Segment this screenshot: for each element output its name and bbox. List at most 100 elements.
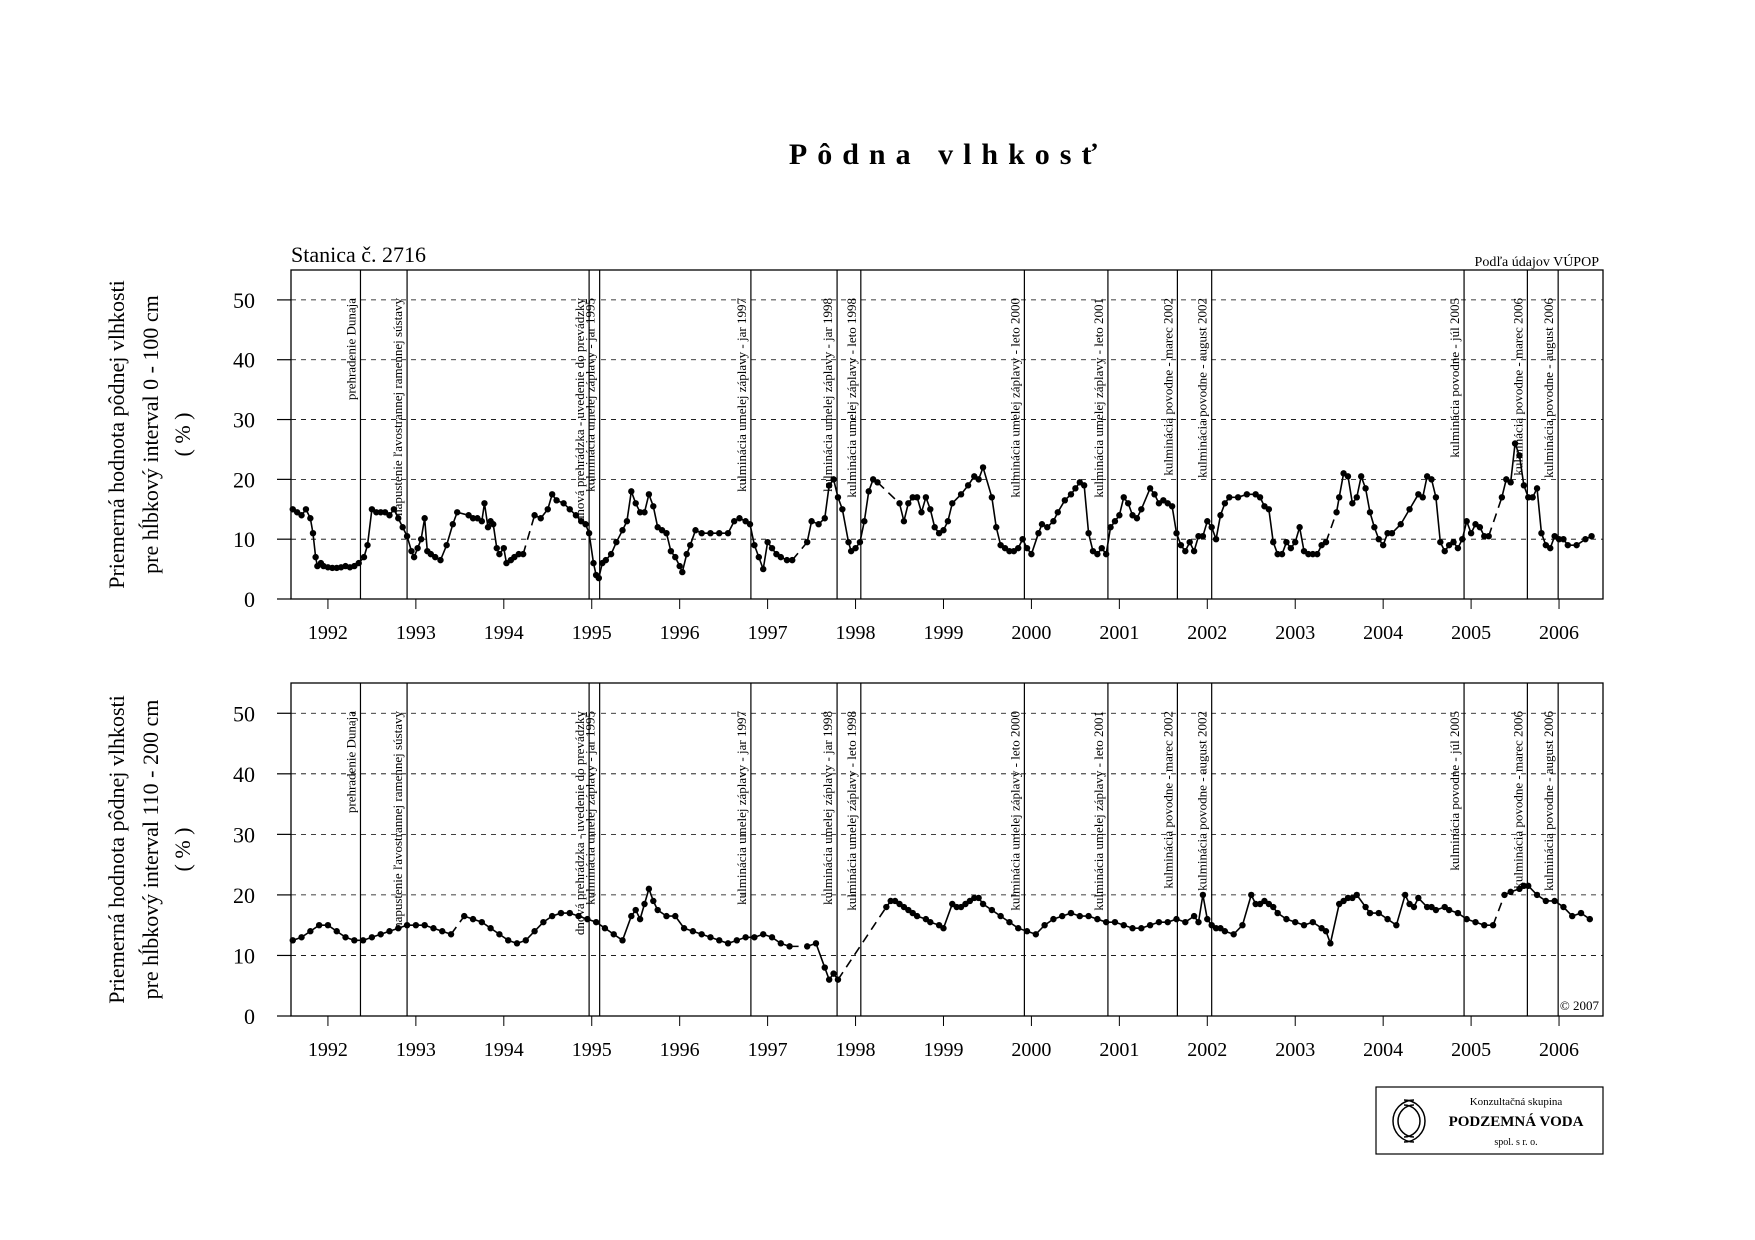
data-point bbox=[825, 482, 833, 489]
data-point bbox=[1577, 909, 1585, 917]
data-point bbox=[789, 556, 796, 564]
data-point bbox=[909, 494, 916, 501]
data-point bbox=[602, 556, 610, 564]
data-point bbox=[1061, 497, 1069, 504]
data-point bbox=[896, 500, 903, 507]
data-point bbox=[803, 943, 811, 950]
gap-connector bbox=[876, 481, 901, 504]
data-point bbox=[927, 918, 934, 926]
plot-frame bbox=[290, 682, 1604, 1017]
data-point bbox=[421, 921, 428, 929]
x-tick-label: 2003 bbox=[1275, 1039, 1315, 1061]
data-point bbox=[1428, 476, 1435, 483]
data-point bbox=[676, 562, 683, 570]
event-label: kulminácia povodne - júl 2005 bbox=[1447, 711, 1462, 871]
data-point bbox=[1129, 925, 1136, 932]
data-point bbox=[544, 506, 551, 513]
data-point bbox=[1463, 518, 1470, 525]
data-point bbox=[1120, 494, 1127, 501]
data-point bbox=[927, 506, 934, 513]
x-tick-label: 2004 bbox=[1363, 1039, 1403, 1061]
data-point bbox=[1173, 530, 1180, 537]
data-point bbox=[1111, 918, 1119, 926]
data-point bbox=[1481, 921, 1488, 929]
data-point bbox=[461, 912, 468, 920]
data-point bbox=[1146, 921, 1154, 929]
logo: Konzultačná skupina PODZEMNÁ VODA spol. … bbox=[1375, 1086, 1604, 1155]
data-point bbox=[1256, 494, 1264, 501]
data-point bbox=[783, 556, 791, 564]
data-point bbox=[1038, 521, 1046, 528]
data-point bbox=[667, 547, 675, 555]
data-point bbox=[1019, 535, 1026, 543]
gap-connector bbox=[1325, 511, 1338, 543]
data-point bbox=[1116, 512, 1123, 519]
data-point bbox=[582, 521, 589, 528]
data-point bbox=[1450, 538, 1457, 546]
data-point bbox=[1138, 925, 1145, 932]
event-label: kulminácia umelej záplavy - leto 1998 bbox=[844, 298, 859, 498]
data-point bbox=[1586, 915, 1594, 923]
y-tick-label: 10 bbox=[233, 943, 255, 968]
y-axis-label: pre hĺbkový interval 110 - 200 cm bbox=[138, 700, 163, 1000]
data-point bbox=[692, 527, 699, 534]
y-tick-label: 10 bbox=[233, 527, 255, 552]
x-tick-label: 1995 bbox=[572, 622, 612, 644]
gap-connector bbox=[450, 915, 465, 935]
data-point bbox=[940, 527, 947, 534]
x-tick-label: 2001 bbox=[1099, 1039, 1139, 1061]
data-point bbox=[1035, 530, 1042, 537]
data-point bbox=[1067, 909, 1075, 917]
data-point bbox=[1384, 530, 1391, 537]
logo-icon bbox=[1392, 1099, 1426, 1143]
data-point bbox=[834, 976, 842, 983]
data-point bbox=[1230, 931, 1237, 938]
data-point bbox=[1353, 891, 1360, 899]
data-point bbox=[1309, 918, 1317, 926]
x-tick-label: 1992 bbox=[308, 622, 348, 644]
y-tick-label: 20 bbox=[233, 883, 255, 908]
data-point bbox=[1384, 915, 1391, 923]
data-point bbox=[1445, 906, 1453, 914]
data-point bbox=[548, 912, 556, 920]
data-point bbox=[430, 925, 437, 932]
data-point bbox=[1252, 900, 1259, 908]
data-point bbox=[1182, 918, 1189, 926]
data-point bbox=[484, 524, 492, 531]
data-point bbox=[1516, 452, 1523, 459]
data-point bbox=[1182, 547, 1189, 555]
x-tick-label: 2006 bbox=[1539, 622, 1579, 644]
data-point bbox=[289, 937, 296, 944]
x-tick-label: 2002 bbox=[1187, 1039, 1227, 1061]
data-point bbox=[1054, 509, 1061, 516]
data-point bbox=[1094, 550, 1101, 558]
data-point bbox=[1327, 940, 1334, 947]
source-label: Podľa údajov VÚPOP bbox=[1475, 253, 1600, 270]
data-point bbox=[1168, 503, 1176, 510]
data-point bbox=[324, 921, 332, 929]
data-point bbox=[572, 512, 580, 519]
data-point bbox=[636, 509, 644, 516]
data-point bbox=[1397, 521, 1404, 528]
data-point bbox=[399, 524, 406, 531]
event-label: napustenie ľavostrannej ramennej sústavy bbox=[390, 711, 405, 929]
data-point bbox=[307, 515, 314, 522]
event-label: kulminácia povodne - marec 2002 bbox=[1160, 711, 1175, 889]
data-point bbox=[410, 553, 418, 561]
x-tick-label: 1997 bbox=[748, 622, 788, 644]
data-point bbox=[613, 538, 620, 546]
data-point bbox=[1379, 541, 1387, 549]
data-point bbox=[650, 503, 657, 510]
data-point bbox=[1085, 530, 1092, 537]
data-point bbox=[1217, 512, 1224, 519]
data-point bbox=[417, 535, 425, 543]
data-point bbox=[1388, 530, 1396, 537]
data-point bbox=[298, 934, 305, 941]
event-label: kulminácia povodne - august 2006 bbox=[1541, 711, 1556, 891]
data-point bbox=[1472, 918, 1479, 926]
data-point bbox=[1366, 509, 1374, 516]
data-point bbox=[395, 515, 402, 522]
data-point bbox=[1274, 550, 1281, 558]
data-point bbox=[531, 928, 538, 935]
